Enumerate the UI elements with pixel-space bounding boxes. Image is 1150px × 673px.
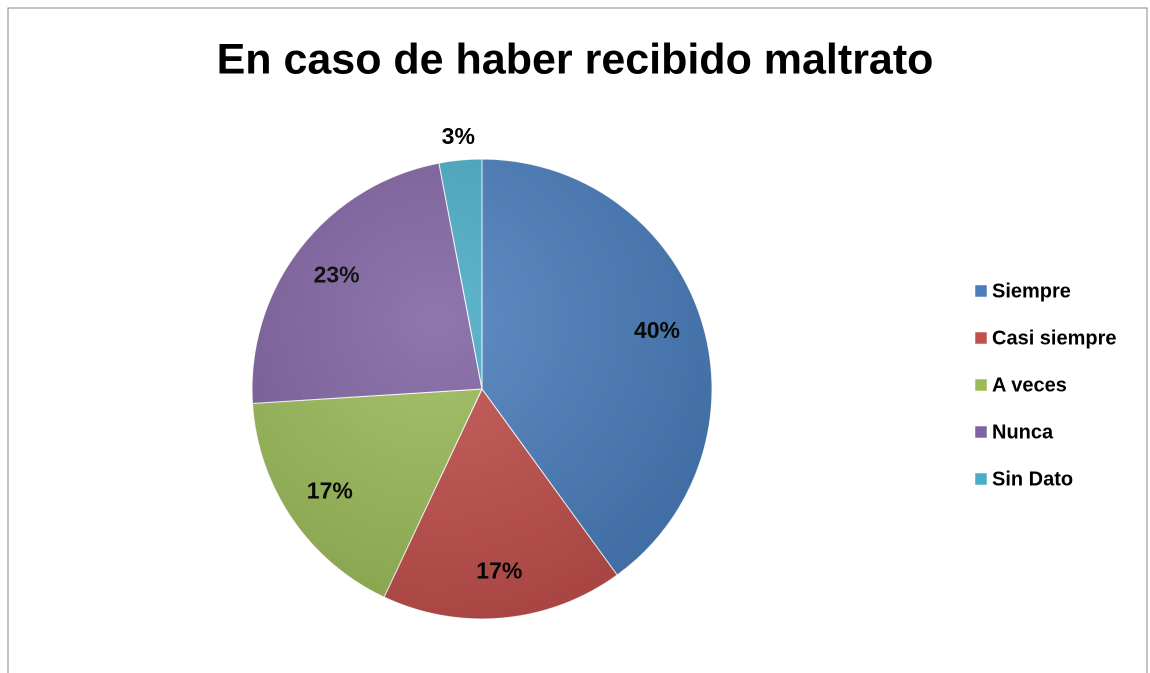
legend-label: Sin Dato (992, 468, 1073, 490)
data-label: 40% (634, 317, 680, 343)
legend-swatch (974, 378, 988, 392)
legend-label: Nunca (992, 421, 1054, 443)
legend-swatch (974, 425, 988, 439)
legend-label: Siempre (992, 280, 1071, 302)
legend-label: Casi siempre (992, 327, 1117, 349)
chart-border (7, 7, 1148, 673)
data-label: 17% (476, 557, 522, 583)
legend-swatch (974, 331, 988, 345)
legend-swatch (974, 472, 988, 486)
data-label: 3% (442, 123, 475, 149)
legend-swatch (974, 284, 988, 298)
chart-title: En caso de haber recibido maltrato (217, 35, 934, 83)
legend-label: A veces (992, 374, 1067, 396)
data-label: 23% (314, 261, 360, 287)
data-label: 17% (307, 478, 353, 504)
